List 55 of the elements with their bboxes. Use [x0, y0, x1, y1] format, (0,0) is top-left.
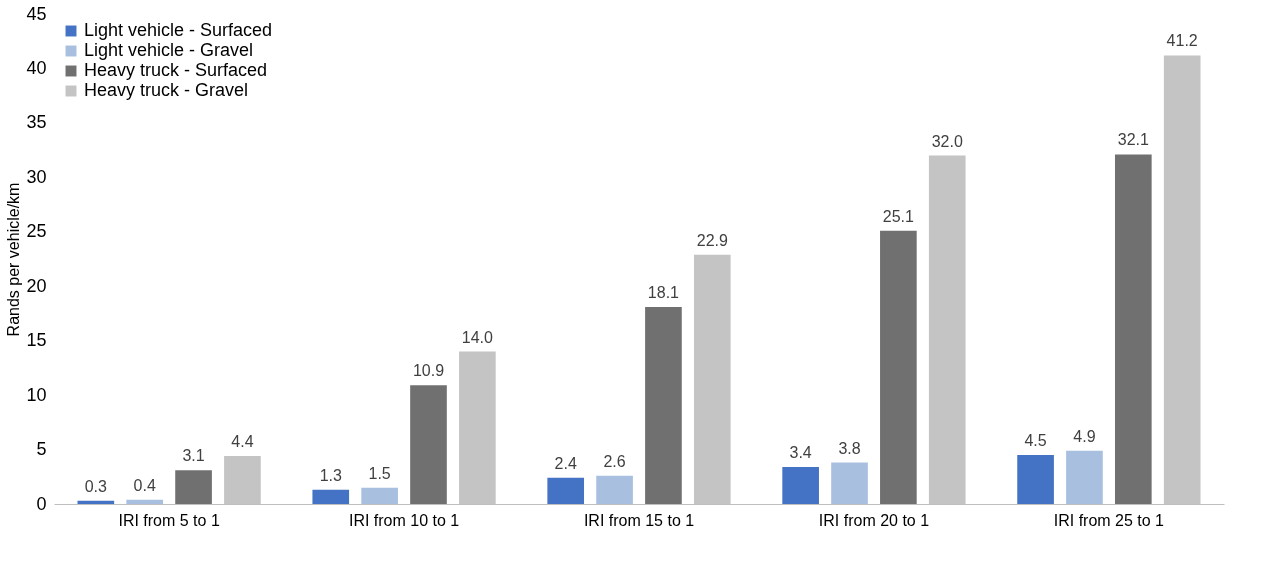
bar: [361, 487, 398, 504]
data-label: 32.0: [931, 132, 963, 150]
data-label: 18.1: [647, 283, 680, 301]
y-tick-label: 40: [26, 57, 47, 78]
data-label: 4.4: [231, 433, 254, 451]
bar: [175, 470, 212, 504]
y-axis-title: Rands per vehicle/km: [5, 182, 23, 337]
data-label: 4.5: [1024, 432, 1047, 449]
bar: [782, 466, 819, 504]
bar: [880, 230, 917, 504]
data-label: 3.1: [182, 447, 205, 465]
bar: [312, 489, 350, 504]
y-tick-label: 10: [26, 384, 47, 405]
data-label: 10.9: [412, 362, 445, 380]
bar: [831, 462, 868, 504]
x-tick-label: IRI from 20 to 1: [818, 511, 930, 529]
bar: [547, 477, 585, 504]
data-label: 3.8: [838, 439, 861, 457]
data-label: 4.9: [1073, 427, 1096, 445]
bar: [1114, 154, 1152, 504]
y-tick-label: 45: [26, 3, 47, 24]
legend-label: Light vehicle - Gravel: [84, 40, 254, 60]
data-label: 1.5: [368, 464, 391, 482]
y-tick-label: 20: [26, 275, 47, 296]
bar: [1017, 455, 1054, 504]
bar: [126, 499, 164, 504]
data-label: 14.0: [461, 328, 494, 346]
bar: [77, 500, 115, 504]
data-label: 3.4: [789, 443, 812, 461]
data-label: 2.4: [554, 454, 577, 472]
data-label: 0.4: [133, 476, 156, 494]
data-label: 22.9: [696, 231, 728, 249]
legend-label: Heavy truck - Surfaced: [84, 60, 268, 80]
bar: [645, 306, 682, 504]
data-label: 32.1: [1117, 131, 1149, 149]
bar: [410, 385, 447, 504]
bar: [1066, 450, 1103, 504]
x-tick-label: IRI from 10 to 1: [348, 511, 460, 529]
y-tick-label: 25: [26, 221, 47, 242]
x-tick-label: IRI from 15 to 1: [583, 511, 695, 529]
data-label: 1.3: [319, 466, 342, 484]
bar: [596, 475, 633, 504]
y-tick-label: 30: [26, 166, 47, 187]
x-tick-label: IRI from 5 to 1: [118, 511, 220, 529]
x-tick-label: IRI from 25 to 1: [1053, 511, 1165, 529]
y-tick-label: 15: [26, 330, 47, 351]
data-label: 25.1: [882, 207, 915, 225]
data-label: 0.3: [84, 477, 108, 495]
y-tick-label: 0: [36, 493, 47, 514]
data-label: 41.2: [1166, 32, 1198, 50]
data-label: 2.6: [603, 452, 626, 470]
y-tick-label: 35: [26, 112, 47, 133]
legend-label: Light vehicle - Surfaced: [84, 20, 273, 40]
legend-label: Heavy truck - Gravel: [84, 80, 249, 100]
y-tick-label: 5: [36, 439, 47, 460]
